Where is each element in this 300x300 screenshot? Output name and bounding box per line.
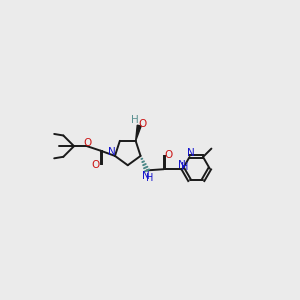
Text: N: N: [108, 147, 116, 158]
Text: O: O: [164, 150, 172, 160]
Text: N: N: [178, 160, 185, 170]
Text: H: H: [130, 116, 138, 125]
Text: H: H: [181, 162, 188, 172]
Text: O: O: [83, 138, 92, 148]
Text: N: N: [142, 171, 150, 181]
Text: O: O: [138, 119, 146, 129]
Text: O: O: [92, 160, 100, 170]
Polygon shape: [136, 125, 141, 141]
Text: H: H: [146, 173, 154, 183]
Text: N: N: [187, 148, 195, 158]
